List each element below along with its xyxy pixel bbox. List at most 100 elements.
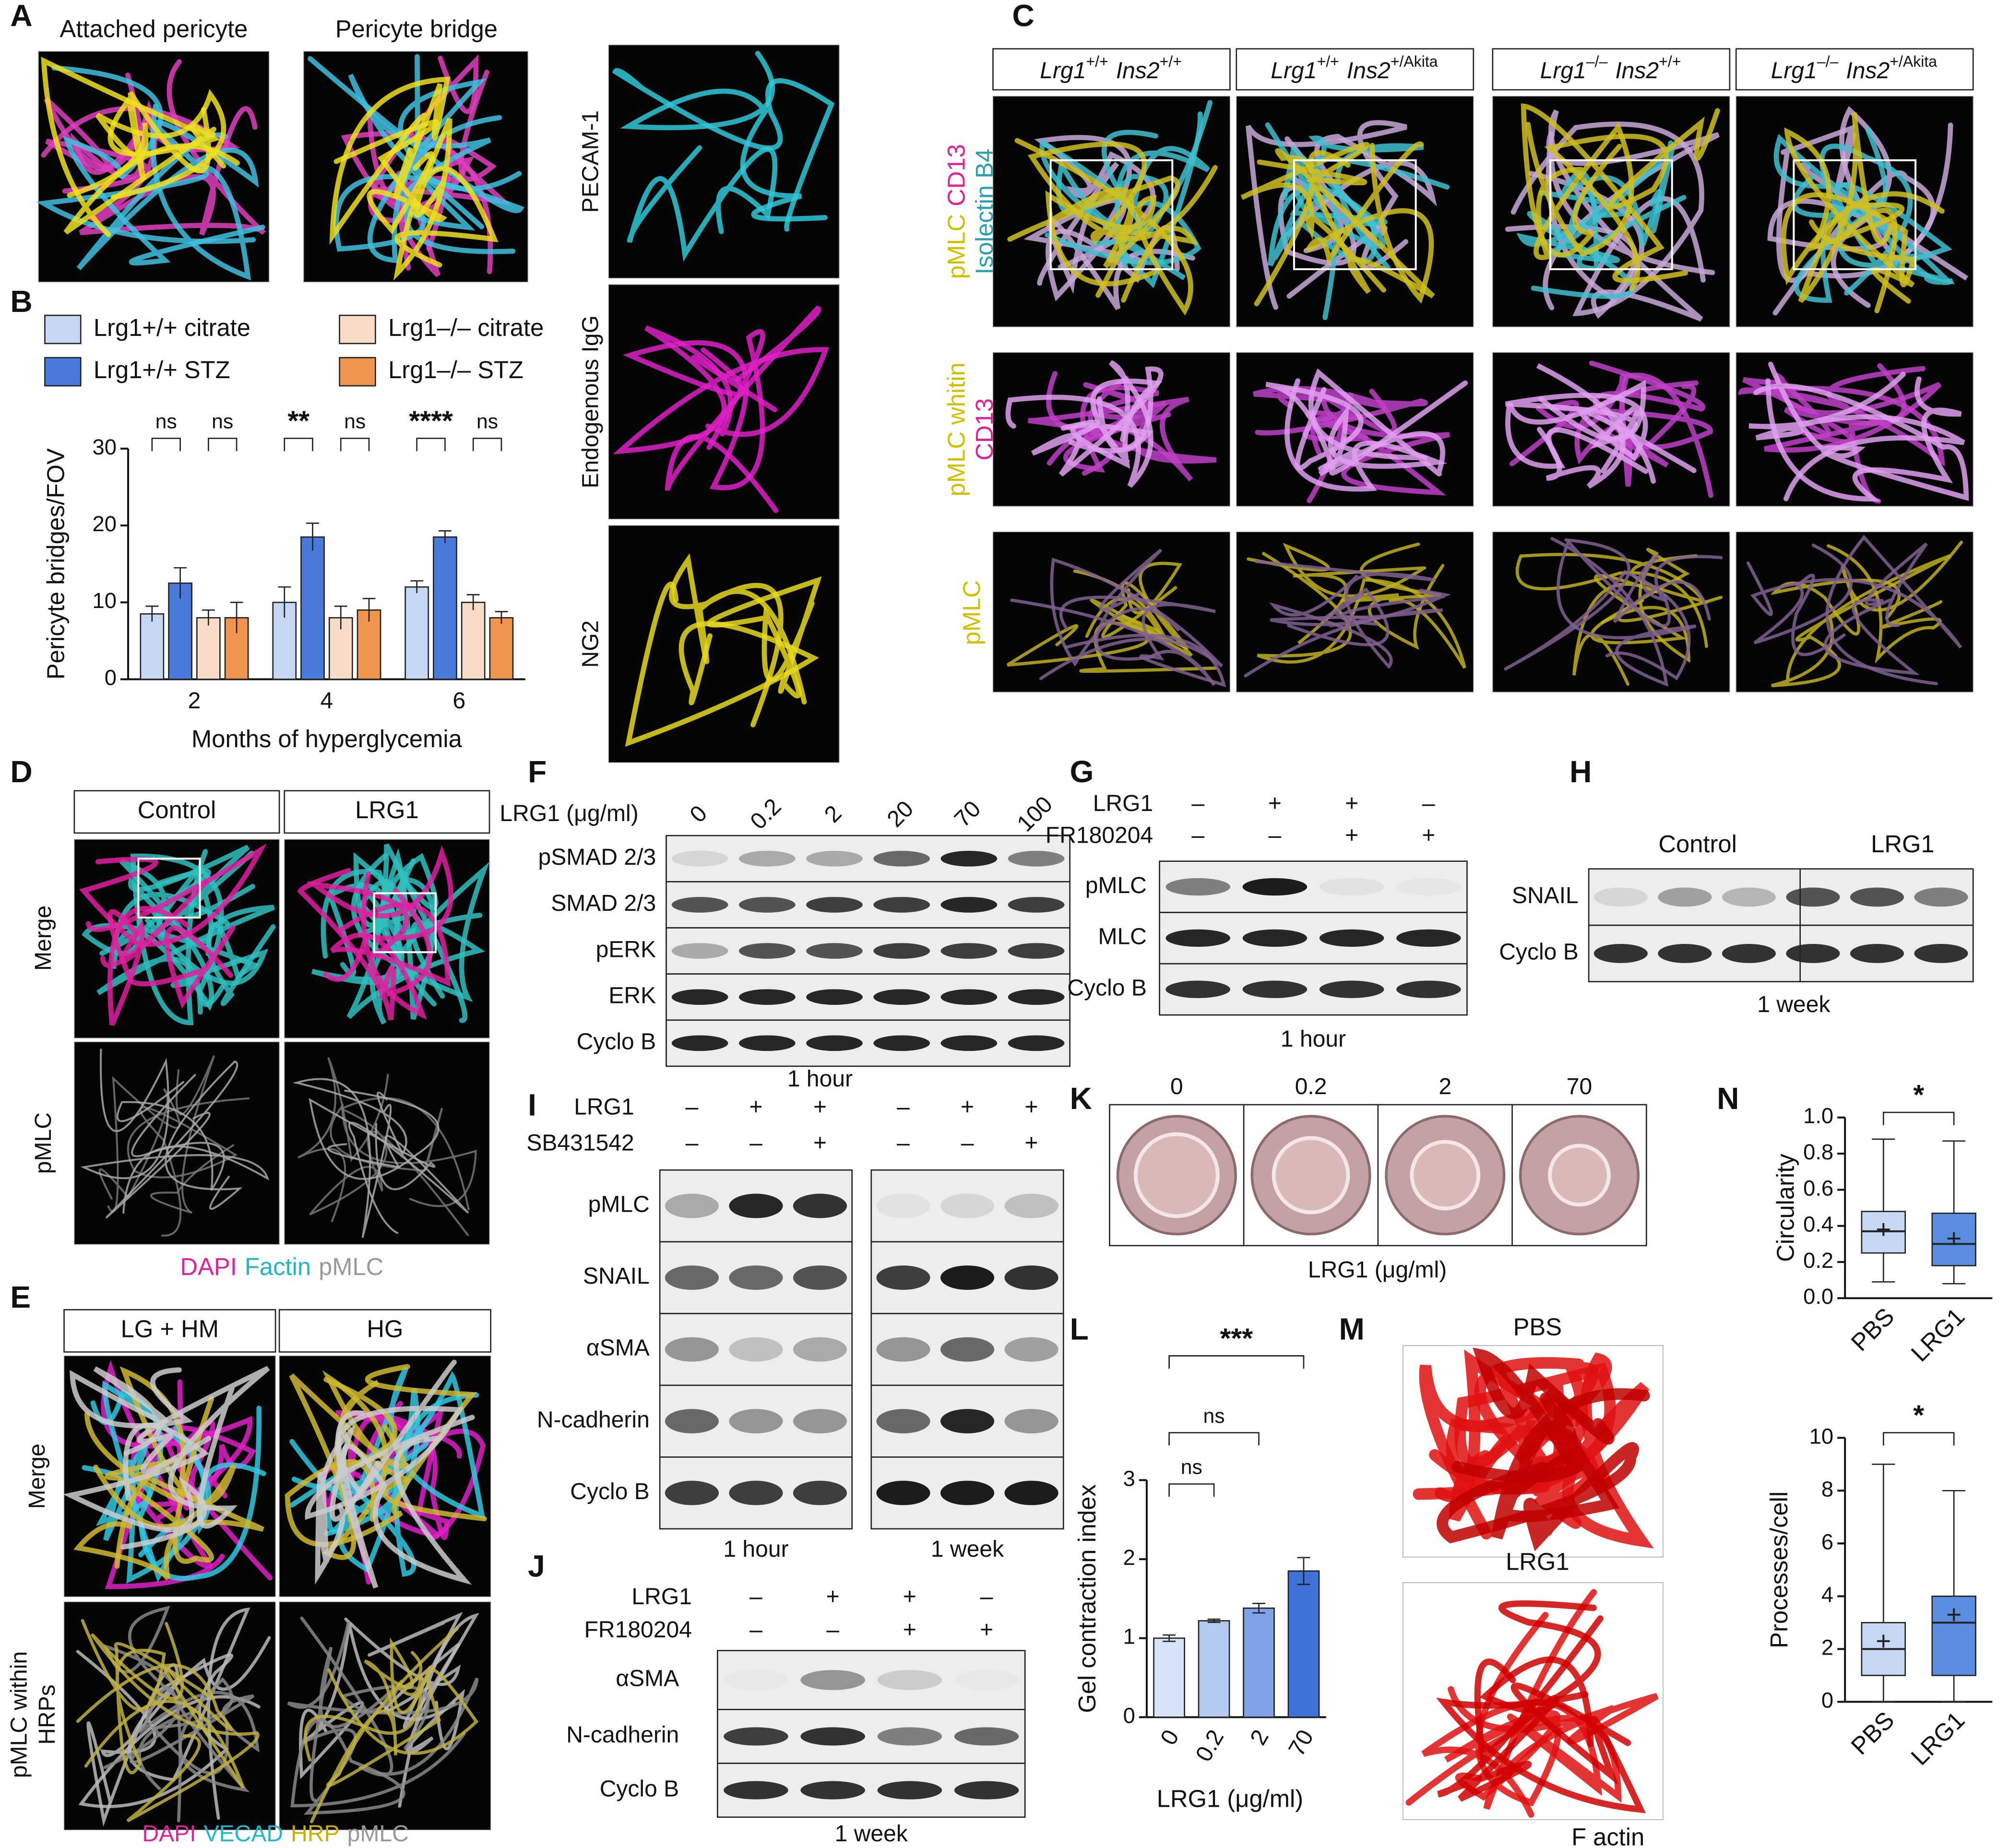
treatment-label: LRG1 (μg/ml) [499, 800, 638, 826]
group-label: Control [1658, 830, 1737, 858]
structure [287, 1616, 479, 1777]
column-header: HG [367, 1315, 403, 1343]
structure [1525, 121, 1634, 260]
error-bar [145, 605, 159, 622]
y-tick-label: 8 [1821, 1477, 1833, 1501]
y-axis-label: Pericyte bridges/FOV [42, 448, 70, 680]
structure [1027, 141, 1218, 303]
word: pMLC [319, 1253, 383, 1280]
structure [1753, 361, 1969, 501]
gene: Ins2 [1116, 57, 1160, 83]
structure [1505, 393, 1697, 474]
treatment-sign: – [686, 1094, 699, 1120]
significance-label: ns [1181, 1456, 1202, 1479]
error-bar [1297, 1557, 1310, 1586]
significance-bracket [1168, 1355, 1305, 1369]
treatment-sign: + [1345, 790, 1358, 816]
structure [1039, 558, 1224, 680]
row-label: Merge [30, 906, 56, 971]
structure [1255, 560, 1436, 669]
structure [315, 1424, 380, 1585]
whisker [1942, 1140, 1966, 1214]
bar [272, 601, 297, 680]
y-tick-label: 10 [1809, 1424, 1833, 1448]
column-header: Lrg1+/+ Ins2+/Akita [1271, 53, 1438, 83]
dose-label: 70 [1567, 1073, 1592, 1099]
blot-band [665, 1480, 719, 1505]
stain-legend: DAPI Factin pMLC [180, 1253, 384, 1280]
genotype: +/+ [1659, 53, 1681, 71]
blot-band [729, 1409, 783, 1433]
blot-label: Cyclo B [577, 1029, 656, 1055]
blot-band [1242, 980, 1308, 998]
blot-band [1008, 989, 1065, 1005]
structure [1572, 574, 1687, 686]
treatment-sign: + [1422, 823, 1435, 848]
blot-band [877, 1670, 942, 1690]
structure [1246, 120, 1409, 310]
structure [1451, 1347, 1615, 1483]
y-tick-label: 4 [1821, 1582, 1833, 1607]
blot-label: αSMA [616, 1666, 679, 1692]
x-tick-label: PBS [1846, 1706, 1900, 1760]
legend-swatch [44, 357, 82, 387]
blot-band [876, 1409, 930, 1433]
y-axis-label: Gel contraction index [1073, 1484, 1101, 1713]
gene: Lrg1 [1540, 57, 1586, 83]
blot-band [873, 897, 930, 913]
blot-band [940, 1265, 995, 1290]
blot-band [738, 850, 796, 867]
blot-label: MLC [1098, 924, 1146, 950]
structure [310, 1637, 432, 1824]
mean-marker [1877, 1223, 1890, 1236]
blot-strip [666, 881, 1071, 929]
significance-bracket [208, 438, 238, 452]
time-label: 1 week [835, 1821, 908, 1847]
blot-band [671, 989, 728, 1005]
legend-label: Lrg1+/+ STZ [94, 356, 230, 383]
structure [1764, 382, 1942, 504]
genotype: +/+ [1160, 53, 1182, 71]
treatment-sign: + [813, 1094, 827, 1120]
header-box [1492, 48, 1731, 91]
significance-bracket [340, 438, 370, 452]
treatment-sign: – [1191, 790, 1204, 816]
error-bar [1163, 1634, 1176, 1642]
error-bar [202, 609, 215, 626]
structure [96, 905, 276, 1015]
structure [1550, 537, 1697, 687]
blot-band [665, 1409, 719, 1433]
blot-band [1004, 1193, 1058, 1218]
treatment-sign: – [961, 1130, 974, 1156]
blot-strip [870, 1169, 1064, 1243]
y-tick-label: 0.4 [1803, 1212, 1833, 1237]
header-box [1236, 48, 1474, 91]
row-label: pMLC [958, 580, 986, 645]
structure [1437, 1442, 1639, 1551]
blot-band [665, 1193, 719, 1218]
word: Isolectin B4 [971, 149, 999, 274]
condition-label: LRG1 [1506, 1548, 1569, 1575]
structure [1559, 170, 1687, 272]
error-bar [174, 567, 187, 599]
structure [136, 1366, 270, 1529]
structure [1746, 535, 1962, 685]
whisker [1872, 1253, 1895, 1283]
header-box [63, 1309, 276, 1353]
structure [1544, 108, 1720, 292]
blot-label: Cyclo B [1499, 939, 1579, 965]
y-tick-label: 3 [1123, 1466, 1135, 1490]
blot-band [954, 1727, 1019, 1746]
blot-label: pMLC [588, 1192, 650, 1217]
blot-band [1593, 887, 1648, 907]
structure [1753, 543, 1853, 656]
treatment-sign: – [1269, 823, 1282, 848]
structure [1536, 363, 1656, 489]
legend-swatch [339, 357, 376, 387]
structure [101, 1359, 253, 1569]
structure [1059, 596, 1226, 688]
blot-band [954, 1670, 1019, 1690]
blot-band [1658, 887, 1712, 907]
y-tick-label: 0.0 [1803, 1284, 1833, 1309]
treatment-sign: – [826, 1617, 839, 1643]
